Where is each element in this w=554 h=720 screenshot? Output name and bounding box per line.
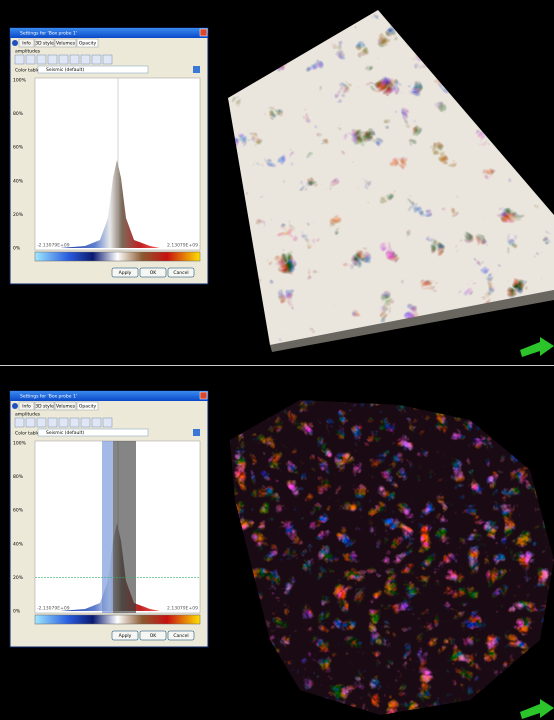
info-icon xyxy=(12,40,18,46)
tab-label[interactable]: Info xyxy=(22,404,31,410)
y-axis-label: 80% xyxy=(13,111,24,117)
title-bar xyxy=(10,28,208,38)
section-label: amplitudes xyxy=(15,49,41,55)
y-axis-label: 40% xyxy=(13,541,24,547)
color-table-dropdown[interactable] xyxy=(37,65,149,74)
button-label[interactable]: Cancel xyxy=(173,633,188,639)
tab-label[interactable]: Opacity xyxy=(79,404,97,410)
seismic-cloud xyxy=(230,400,554,715)
max-label: 2.13079E+09 xyxy=(167,243,198,249)
button-label[interactable]: Apply xyxy=(119,633,132,639)
color-bar xyxy=(34,614,201,625)
dialog-button[interactable] xyxy=(167,630,195,641)
y-axis-label: 0% xyxy=(13,609,21,615)
tab[interactable] xyxy=(18,401,35,411)
tab-label[interactable]: Info xyxy=(22,41,31,47)
toolbar-button[interactable] xyxy=(47,54,58,65)
color-table-value[interactable]: Seismic (default) xyxy=(46,430,84,436)
toolbar-button[interactable] xyxy=(36,54,47,65)
tab[interactable] xyxy=(76,401,99,411)
histogram xyxy=(60,160,160,248)
color-bar xyxy=(34,251,201,262)
opacity-range-high[interactable] xyxy=(113,441,136,613)
dialog-button[interactable] xyxy=(111,267,139,278)
button-label[interactable]: OK xyxy=(150,633,158,639)
toolbar-button[interactable] xyxy=(58,54,69,65)
tab-label[interactable]: 3D style xyxy=(35,41,54,47)
y-axis-label: 20% xyxy=(13,212,24,218)
y-axis-label: 100% xyxy=(13,441,27,447)
dialog-button[interactable] xyxy=(139,267,167,278)
tab[interactable] xyxy=(34,38,55,48)
dialog-title: Settings for 'Box probe 1' xyxy=(20,31,77,37)
slab-side xyxy=(270,290,554,352)
direction-arrow xyxy=(520,337,554,357)
tab-label[interactable]: Opacity xyxy=(79,41,97,47)
toolbar-button[interactable] xyxy=(102,54,113,65)
tab[interactable] xyxy=(18,38,35,48)
toolbar-button[interactable] xyxy=(69,54,80,65)
tab-label[interactable]: 3D style xyxy=(35,404,54,410)
dialog-button[interactable] xyxy=(111,630,139,641)
tab[interactable] xyxy=(54,38,77,48)
y-axis-label: 100% xyxy=(13,78,27,84)
max-label: 2.13079E+09 xyxy=(167,606,198,612)
help-button[interactable] xyxy=(193,429,200,436)
close-button[interactable] xyxy=(199,391,208,400)
toolbar-button[interactable] xyxy=(58,417,69,428)
y-axis-label: 60% xyxy=(13,145,24,151)
tab[interactable] xyxy=(54,401,77,411)
opacity-range-low[interactable] xyxy=(102,441,113,613)
toolbar-button[interactable] xyxy=(47,417,58,428)
button-label[interactable]: Cancel xyxy=(173,270,188,276)
color-table-value[interactable]: Seismic (default) xyxy=(46,67,84,73)
color-table-label: Color table xyxy=(15,431,40,437)
y-axis-label: 60% xyxy=(13,508,24,514)
color-table-dropdown[interactable] xyxy=(37,428,149,437)
tab-label[interactable]: Volumes xyxy=(56,41,76,47)
toolbar-button[interactable] xyxy=(102,417,113,428)
toolbar-button[interactable] xyxy=(91,417,102,428)
min-label: -2.13079E+09 xyxy=(37,243,70,249)
y-axis-label: 0% xyxy=(13,246,21,252)
toolbar-button[interactable] xyxy=(14,417,25,428)
toolbar-button[interactable] xyxy=(25,54,36,65)
y-axis-label: 80% xyxy=(13,474,24,480)
toolbar-button[interactable] xyxy=(80,417,91,428)
color-table-label: Color table xyxy=(15,68,40,74)
min-label: -2.13079E+09 xyxy=(37,606,70,612)
dialog-button[interactable] xyxy=(167,267,195,278)
toolbar-button[interactable] xyxy=(91,54,102,65)
toolbar-button[interactable] xyxy=(80,54,91,65)
direction-arrow xyxy=(520,699,554,719)
section-label: amplitudes xyxy=(15,412,41,418)
button-label[interactable]: Apply xyxy=(119,270,132,276)
toolbar-button[interactable] xyxy=(25,417,36,428)
y-axis-label: 40% xyxy=(13,178,24,184)
close-button[interactable] xyxy=(199,28,208,37)
toolbar-button[interactable] xyxy=(69,417,80,428)
info-icon xyxy=(12,403,18,409)
title-bar xyxy=(10,391,208,401)
toolbar-button[interactable] xyxy=(14,54,25,65)
toolbar-button[interactable] xyxy=(36,417,47,428)
dialog-title: Settings for 'Box probe 1' xyxy=(20,394,77,400)
tab-label[interactable]: Volumes xyxy=(56,404,76,410)
button-label[interactable]: OK xyxy=(150,270,158,276)
dialog-button[interactable] xyxy=(139,630,167,641)
help-button[interactable] xyxy=(193,66,200,73)
tab[interactable] xyxy=(34,401,55,411)
y-axis-label: 20% xyxy=(13,575,24,581)
tab[interactable] xyxy=(76,38,99,48)
